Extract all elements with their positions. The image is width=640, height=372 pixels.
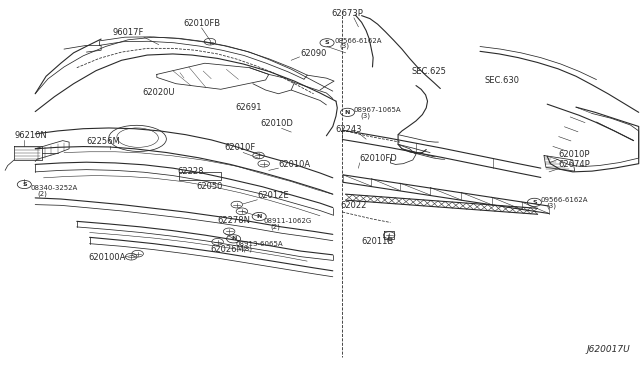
Text: (2): (2) [270,224,280,230]
Text: 08967-1065A: 08967-1065A [354,108,401,113]
Text: 620100A: 620100A [89,253,126,262]
Text: 62012E: 62012E [257,191,289,200]
Text: 62256M: 62256M [87,137,120,146]
Text: 62010D: 62010D [260,119,293,128]
Text: 62010F: 62010F [225,143,255,152]
Text: 08911-1062G: 08911-1062G [264,218,312,224]
Text: 62050: 62050 [196,182,223,191]
Text: 62010P: 62010P [558,150,589,159]
Text: 62010FB: 62010FB [183,19,220,28]
Text: 62278N: 62278N [218,216,251,225]
Text: N: N [345,110,350,115]
Text: 08340-3252A: 08340-3252A [31,186,78,192]
Text: S: S [532,200,537,205]
Text: (3): (3) [546,203,556,209]
Text: (3): (3) [339,43,349,49]
Text: 08566-6162A: 08566-6162A [334,38,381,44]
Text: 62026M: 62026M [211,245,244,254]
Text: 96017F: 96017F [112,28,144,37]
Text: 09566-6162A: 09566-6162A [541,198,588,203]
Text: 62011B: 62011B [362,237,394,246]
Text: 62243: 62243 [335,125,362,134]
Text: SEC.630: SEC.630 [485,76,520,84]
Text: 62010FD: 62010FD [360,154,397,163]
Text: (2): (2) [37,191,47,197]
Text: (8): (8) [242,246,252,252]
Text: 96210N: 96210N [14,131,47,140]
Text: N: N [231,236,236,241]
Text: 62090: 62090 [301,49,327,58]
Text: 62020U: 62020U [143,88,175,97]
Text: S: S [324,40,330,45]
Text: 62022: 62022 [340,201,367,210]
Text: 62691: 62691 [236,103,262,112]
Text: 62673P: 62673P [331,9,363,17]
Text: N: N [257,214,262,219]
Text: S: S [22,182,27,187]
Text: 08913-6065A: 08913-6065A [236,241,283,247]
Text: J620017U: J620017U [587,344,630,353]
Text: 62010A: 62010A [278,160,310,169]
Text: 62674P: 62674P [558,160,590,169]
Text: 62228: 62228 [177,167,204,176]
Text: (3): (3) [360,113,371,119]
Text: SEC.625: SEC.625 [412,67,446,76]
